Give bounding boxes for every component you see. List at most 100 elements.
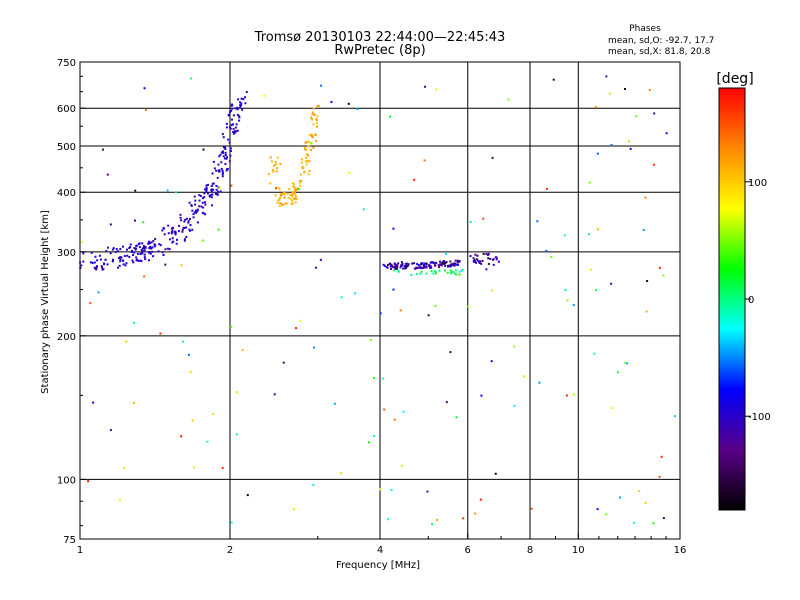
colorbar-tick-label: -100 [748,412,771,423]
data-point [400,261,403,264]
data-point [154,244,157,247]
data-point [588,181,591,184]
data-point [109,252,112,255]
data-point [449,269,452,272]
data-point [135,247,138,250]
data-point [239,103,242,106]
data-point [307,140,310,143]
data-point [658,475,661,478]
data-point [183,239,186,242]
x-tick-label: 1 [77,545,83,556]
data-point [177,224,180,227]
data-point [117,256,120,259]
data-point [218,186,221,189]
data-point [283,196,286,199]
data-point [101,148,104,151]
data-point [181,230,184,233]
data-point [123,254,126,257]
data-point [587,233,590,236]
chart-title: Tromsø 20130103 22:44:00—22:45:43 [254,30,506,45]
data-point [297,188,300,191]
data-point [389,267,392,270]
data-point [278,205,281,208]
data-point [564,289,567,292]
data-point [226,156,229,159]
data-point [274,163,277,166]
stats-line-o: mean, sd,O: -92.7, 17.7 [608,36,714,46]
data-point [660,455,663,458]
data-point [224,148,227,151]
data-point [81,240,84,243]
data-point [293,197,296,200]
data-point [130,249,133,252]
data-point [305,148,308,151]
data-point [439,260,442,263]
data-point [480,394,483,397]
data-point [382,377,385,380]
data-point [392,288,395,291]
data-point [162,254,165,257]
x-tick-label: 4 [377,545,383,556]
data-point [93,266,96,269]
data-point [312,146,315,149]
data-point [298,181,301,184]
data-point [105,250,108,253]
data-point [141,250,144,253]
data-point [143,87,146,90]
data-point [236,108,239,111]
data-point [480,262,483,265]
data-point [201,239,204,242]
data-point [221,173,224,176]
data-point [234,131,237,134]
data-point [412,262,415,265]
data-point [347,102,350,105]
data-point [217,228,220,231]
data-point [277,186,280,189]
x-axis: 1 2 4 6 8 10 16 [77,533,686,556]
data-point [159,332,162,335]
data-point [132,261,135,264]
data-point [594,106,597,109]
data-point [291,199,294,202]
data-point [294,201,297,204]
data-point [420,267,423,270]
data-point [302,166,305,169]
data-point [422,266,425,269]
data-point [447,265,450,268]
data-point [170,227,173,230]
data-point [143,249,146,252]
data-point [301,158,304,161]
data-point [456,263,459,266]
data-point [172,226,175,229]
data-point [300,161,303,164]
data-point [157,250,160,253]
x-tick-label: 10 [572,545,585,556]
data-point [394,263,397,266]
data-point [244,102,247,105]
data-point [277,199,280,202]
data-point [316,125,319,128]
data-point [354,292,357,295]
data-point [245,90,248,93]
data-point [202,148,205,151]
data-point [218,169,221,172]
data-point [196,210,199,213]
y-tick-label: 200 [57,332,76,343]
data-point [190,77,193,80]
data-point [92,401,95,404]
data-point [310,116,313,119]
data-point [174,191,177,194]
data-point [97,291,100,294]
data-point [391,264,394,267]
data-point [454,269,457,272]
data-point [179,216,182,219]
data-point [472,260,475,263]
data-point [238,119,241,122]
data-point [429,265,432,268]
data-point [300,179,303,182]
data-point [652,522,655,525]
data-point [445,252,448,255]
data-point [106,173,109,176]
y-tick-label: 750 [57,58,76,69]
data-point [432,261,435,264]
